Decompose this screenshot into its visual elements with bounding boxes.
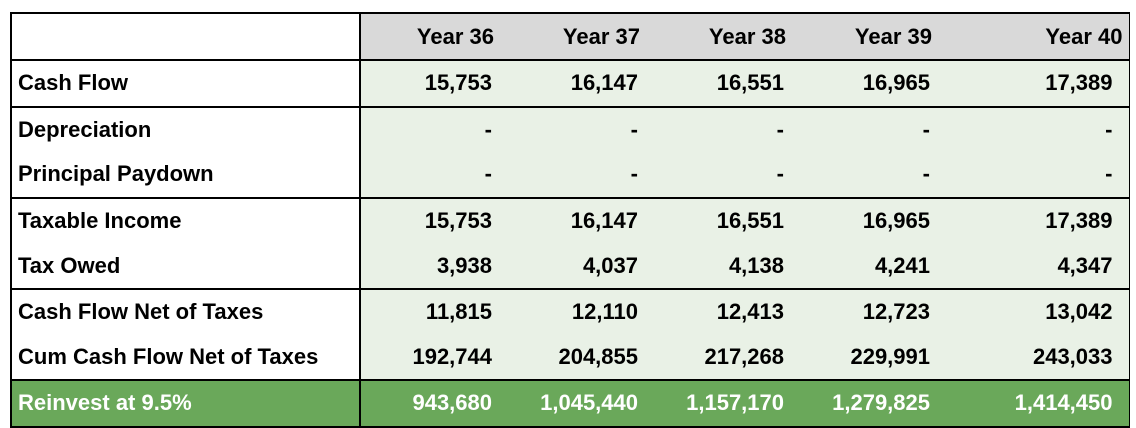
table-cell[interactable]: 4,347 (944, 243, 1130, 289)
table-cell[interactable]: 11,815 (360, 287, 506, 335)
table-cell[interactable]: - (506, 152, 652, 198)
table-cell[interactable]: 12,413 (652, 287, 798, 335)
table-cell[interactable]: - (360, 152, 506, 198)
table-cell[interactable]: 217,268 (652, 334, 798, 381)
table-cell[interactable]: - (798, 152, 944, 198)
table-cell[interactable]: 17,389 (944, 59, 1130, 107)
table-cell[interactable]: 1,045,440 (506, 379, 652, 428)
table-cell[interactable]: 16,551 (652, 59, 798, 107)
table-cell[interactable]: - (798, 105, 944, 153)
row-taxable-income: Taxable Income 15,753 16,147 16,551 16,9… (10, 196, 1130, 244)
table-cell[interactable]: - (506, 105, 652, 153)
row-reinvest-total: Reinvest at 9.5% 943,680 1,045,440 1,157… (10, 379, 1130, 428)
table-cell[interactable]: 3,938 (360, 243, 506, 289)
table-cell[interactable]: 17,389 (944, 196, 1130, 244)
table-cell[interactable]: 1,157,170 (652, 379, 798, 428)
row-principal-paydown: Principal Paydown - - - - - (10, 152, 1130, 198)
row-label[interactable]: Cash Flow (10, 59, 361, 107)
table-cell[interactable]: - (360, 105, 506, 153)
table-cell[interactable]: 4,138 (652, 243, 798, 289)
table-cell[interactable]: - (652, 105, 798, 153)
column-header-year-40[interactable]: Year 40 (944, 12, 1130, 60)
table-cell[interactable]: 16,965 (798, 59, 944, 107)
cash-flow-table: Year 36 Year 37 Year 38 Year 39 Year 40 … (10, 12, 1130, 428)
row-label[interactable]: Tax Owed (10, 243, 361, 289)
row-depreciation: Depreciation - - - - - (10, 105, 1130, 153)
header-row: Year 36 Year 37 Year 38 Year 39 Year 40 (10, 12, 1130, 61)
row-cum-cash-flow-net-of-taxes: Cum Cash Flow Net of Taxes 192,744 204,8… (10, 334, 1130, 381)
row-label[interactable]: Reinvest at 9.5% (10, 379, 361, 428)
table-cell[interactable]: 13,042 (944, 287, 1130, 335)
row-cash-flow-net-of-taxes: Cash Flow Net of Taxes 11,815 12,110 12,… (10, 287, 1130, 335)
table-cell[interactable]: 192,744 (360, 334, 506, 381)
column-header-year-39[interactable]: Year 39 (798, 12, 944, 60)
table-cell[interactable]: - (652, 152, 798, 198)
table-cell[interactable]: 243,033 (944, 334, 1130, 381)
table-cell[interactable]: 943,680 (360, 379, 506, 428)
table-cell[interactable]: 1,279,825 (798, 379, 944, 428)
row-label[interactable]: Cum Cash Flow Net of Taxes (10, 334, 361, 381)
table-cell[interactable]: 12,723 (798, 287, 944, 335)
table-cell[interactable]: 15,753 (360, 59, 506, 107)
table-cell[interactable]: 1,414,450 (944, 379, 1130, 428)
table-cell[interactable]: 204,855 (506, 334, 652, 381)
row-label[interactable]: Cash Flow Net of Taxes (10, 287, 361, 335)
table-cell[interactable]: 16,551 (652, 196, 798, 244)
row-tax-owed: Tax Owed 3,938 4,037 4,138 4,241 4,347 (10, 243, 1130, 289)
row-cash-flow: Cash Flow 15,753 16,147 16,551 16,965 17… (10, 59, 1130, 107)
table-cell[interactable]: 16,147 (506, 196, 652, 244)
column-header-year-38[interactable]: Year 38 (652, 12, 798, 60)
row-label[interactable]: Principal Paydown (10, 152, 361, 198)
table-cell[interactable]: 16,147 (506, 59, 652, 107)
table-cell[interactable]: 229,991 (798, 334, 944, 381)
table-cell[interactable]: - (944, 152, 1130, 198)
table-cell[interactable]: 4,241 (798, 243, 944, 289)
column-header-year-36[interactable]: Year 36 (360, 12, 506, 60)
table-cell[interactable]: - (944, 105, 1130, 153)
table-cell[interactable]: 16,965 (798, 196, 944, 244)
column-header-year-37[interactable]: Year 37 (506, 12, 652, 60)
table-cell[interactable]: 15,753 (360, 196, 506, 244)
row-label[interactable]: Depreciation (10, 105, 361, 153)
table-cell[interactable]: 12,110 (506, 287, 652, 335)
table-cell[interactable]: 4,037 (506, 243, 652, 289)
header-corner-cell[interactable] (10, 12, 361, 61)
row-label[interactable]: Taxable Income (10, 196, 361, 244)
